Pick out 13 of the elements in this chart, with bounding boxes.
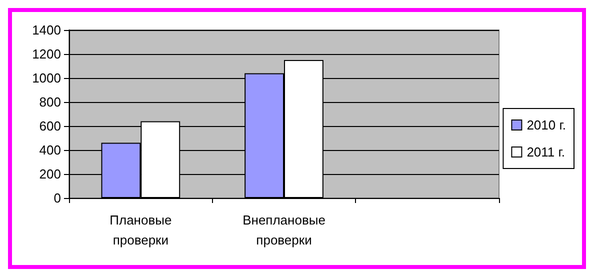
y-tick-label: 0: [54, 190, 61, 206]
y-tick-label: 1000: [32, 70, 61, 86]
y-tick-label: 800: [39, 94, 61, 110]
legend-label: 2010 г.: [526, 118, 566, 132]
y-tick-label: 600: [39, 118, 61, 134]
y-tick-label: 1400: [32, 22, 61, 38]
y-tick-label: 200: [39, 166, 61, 182]
y-tick-label: 1200: [32, 46, 61, 62]
page-frame: 0 200 400 600 800 1000 1200 1400 Плановые проверки Внеплановые проверки 2010 г. 2011 г.: [8, 8, 586, 269]
legend-label: 2011 г.: [526, 144, 566, 160]
x-tick-label: Плановые проверки: [110, 212, 172, 248]
x-tick-label: Внеплановые проверки: [242, 212, 326, 248]
y-tick-label: 400: [39, 142, 61, 158]
